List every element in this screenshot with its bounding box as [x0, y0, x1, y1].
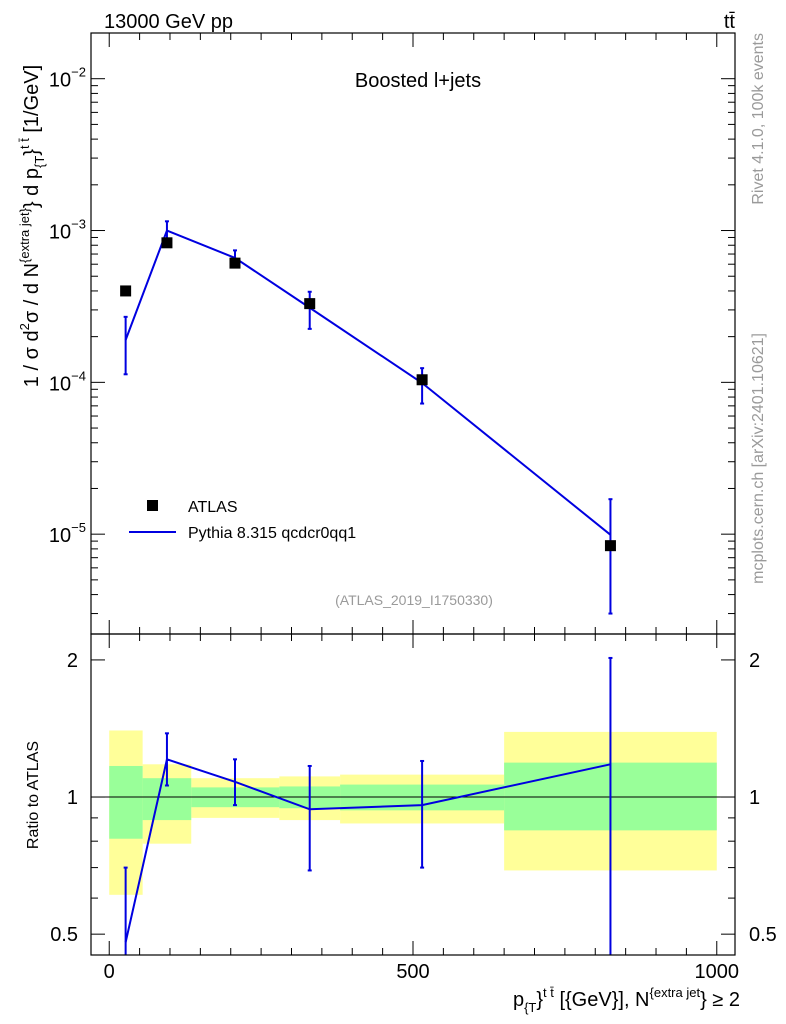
legend-marker-atlas [147, 500, 158, 511]
x-tick-label: 1000 [695, 961, 740, 983]
legend: ATLAS Pythia 8.315 qcdcr0qq1 [129, 499, 356, 542]
atlas-data-point [604, 540, 616, 552]
main-frame [90, 32, 736, 635]
ratio-y-tick-label-right: 2 [749, 650, 760, 672]
pythia-line [124, 229, 612, 536]
analysis-watermark: (ATLAS_2019_I1750330) [335, 592, 493, 608]
legend-label-pythia: Pythia 8.315 qcdcr0qq1 [188, 525, 356, 542]
atlas-data-point [416, 374, 428, 386]
ratio-band-green [109, 765, 143, 839]
ratio-frame [90, 633, 736, 956]
ratio-y-axis-label: Ratio to ATLAS [25, 741, 42, 849]
ratio-y-tick-label-left: 0.5 [50, 924, 78, 946]
x-axis-label: p{T}t t̄ [{GeV}], N{extra jet} ≥ 2 [513, 985, 740, 1015]
ratio-line [124, 758, 611, 943]
atlas-data-point [304, 298, 316, 310]
x-tick-label: 0 [104, 961, 115, 983]
x-tick-label: 500 [396, 961, 429, 983]
ratio-y-tick-label-left: 2 [67, 650, 78, 672]
y-axis-label: 1 / σ d2σ / d N{extra jet}} d p{T}t t̄ [… [17, 65, 47, 387]
ratio-y-tick-label-right: 1 [749, 787, 760, 809]
atlas-data-point [229, 257, 241, 269]
main-panel: 10−5 10−4 10−3 10−2 Boosted l+jets (ATLAS_2… [17, 32, 736, 635]
ratio-y-tick-label-left: 1 [67, 787, 78, 809]
header-title-left: 13000 GeV pp [104, 11, 233, 33]
y-tick-label: 10−2 [49, 65, 86, 92]
atlas-data-point [161, 237, 173, 249]
legend-label-atlas: ATLAS [188, 499, 238, 516]
rivet-version-label: Rivet 4.1.0, 100k events [750, 33, 767, 205]
y-tick-label: 10−4 [49, 368, 86, 395]
ratio-panel: 0.5 0.5 1 1 2 2 Ratio to ATLAS 0 500 1000 p{T}t… [25, 633, 777, 1015]
mcplots-reference-label: mcplots.cern.ch [arXiv:2401.10621] [750, 333, 767, 584]
y-tick-label: 10−3 [49, 217, 86, 244]
plot-title: Boosted l+jets [355, 70, 481, 92]
y-tick-label: 10−5 [49, 520, 86, 547]
ratio-y-tick-label-right: 0.5 [749, 924, 777, 946]
header-title-right: tt̄ [724, 11, 736, 33]
atlas-data-point [120, 285, 132, 297]
